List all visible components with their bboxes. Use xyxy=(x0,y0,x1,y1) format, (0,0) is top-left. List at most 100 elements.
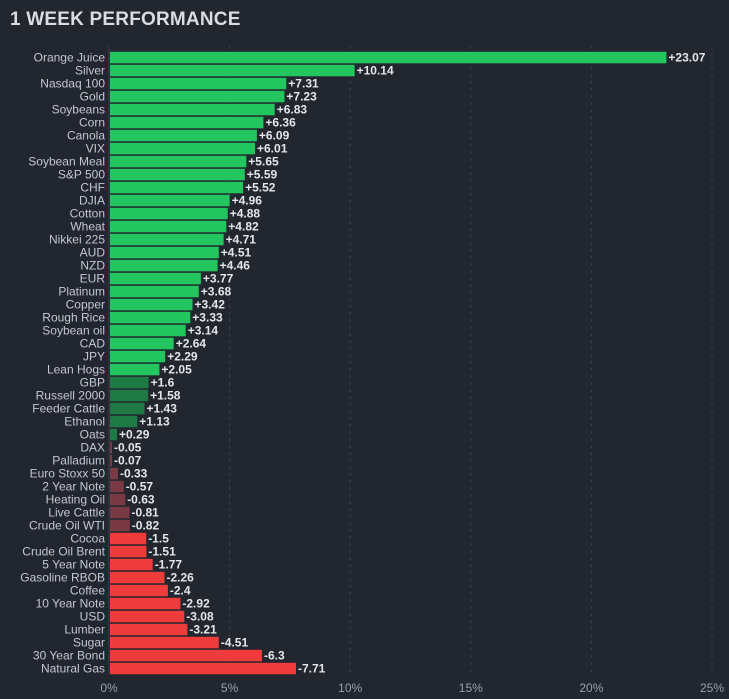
x-tick-label: 5% xyxy=(221,681,239,695)
category-label: Gold xyxy=(80,90,105,104)
bar xyxy=(110,77,287,90)
value-label: -1.77 xyxy=(155,558,183,572)
category-label: Heating Oil xyxy=(46,493,105,507)
value-label: +1.58 xyxy=(150,389,181,403)
bar xyxy=(110,597,181,610)
chart-title: 1 WEEK PERFORMANCE xyxy=(10,9,241,30)
value-label: +7.23 xyxy=(286,90,317,104)
bar xyxy=(110,636,219,649)
category-label: Russell 2000 xyxy=(36,389,106,403)
bar xyxy=(110,480,124,493)
bar xyxy=(110,298,193,311)
bar xyxy=(110,350,166,363)
value-label: -6.3 xyxy=(264,649,285,663)
category-label: DAX xyxy=(80,441,105,455)
bar xyxy=(110,285,199,298)
category-label: AUD xyxy=(80,246,106,260)
value-label: +6.01 xyxy=(257,142,288,156)
bar xyxy=(110,415,138,428)
bar xyxy=(110,259,218,272)
value-label: -1.5 xyxy=(148,532,169,546)
category-label: Orange Juice xyxy=(34,51,106,65)
bar xyxy=(110,116,264,129)
bar xyxy=(110,545,147,558)
bar xyxy=(110,311,191,324)
bar xyxy=(110,558,153,571)
bar xyxy=(110,376,149,389)
value-label: +3.77 xyxy=(203,272,234,286)
value-label: -0.05 xyxy=(114,441,142,455)
category-label: EUR xyxy=(80,272,106,286)
category-label: Lean Hogs xyxy=(47,363,105,377)
category-label: CAD xyxy=(80,337,106,351)
category-label: Feeder Cattle xyxy=(32,402,105,416)
value-label: +1.13 xyxy=(139,415,170,429)
bar xyxy=(110,246,219,259)
value-label: -2.4 xyxy=(170,584,191,598)
bar xyxy=(110,194,230,207)
category-label: Crude Oil Brent xyxy=(22,545,105,559)
value-label: +7.31 xyxy=(288,77,319,91)
category-label: Crude Oil WTI xyxy=(29,519,105,533)
bar xyxy=(110,181,244,194)
category-label: Canola xyxy=(67,129,105,143)
category-label: 5 Year Note xyxy=(42,558,105,572)
value-label: +0.29 xyxy=(119,428,150,442)
bar xyxy=(110,207,228,220)
category-label: Soybean Meal xyxy=(28,155,105,169)
value-label: +5.65 xyxy=(248,155,279,169)
bar xyxy=(110,623,188,636)
bar xyxy=(110,64,355,77)
category-label: GBP xyxy=(80,376,105,390)
value-label: +23.07 xyxy=(668,51,705,65)
bar xyxy=(110,51,667,64)
category-label: Nikkei 225 xyxy=(49,233,105,247)
bar xyxy=(110,337,174,350)
value-label: -7.71 xyxy=(298,662,326,676)
bar xyxy=(110,129,257,142)
x-tick-label: 15% xyxy=(459,681,483,695)
value-label: +1.43 xyxy=(147,402,178,416)
labels: Orange Juice +23.07 Silver +10.14 Nasdaq 100… xyxy=(20,51,705,676)
value-label: +5.52 xyxy=(245,181,276,195)
category-label: Sugar xyxy=(73,636,105,650)
bar xyxy=(110,233,224,246)
category-label: 2 Year Note xyxy=(42,480,105,494)
value-label: +3.14 xyxy=(188,324,219,338)
value-label: -4.51 xyxy=(221,636,249,650)
value-label: -3.21 xyxy=(189,623,217,637)
category-label: Lumber xyxy=(64,623,105,637)
value-label: +5.59 xyxy=(247,168,278,182)
x-tick-label: 0% xyxy=(100,681,118,695)
bar xyxy=(110,649,262,662)
category-label: Palladium xyxy=(52,454,105,468)
category-label: Copper xyxy=(66,298,105,312)
category-label: Natural Gas xyxy=(41,662,105,676)
category-label: Euro Stoxx 50 xyxy=(30,467,106,481)
bar xyxy=(110,155,247,168)
category-label: Cocoa xyxy=(70,532,105,546)
bar xyxy=(110,103,275,116)
category-label: Wheat xyxy=(70,220,105,234)
category-label: S&P 500 xyxy=(58,168,105,182)
value-label: +4.88 xyxy=(230,207,261,221)
bar xyxy=(110,220,227,233)
bar xyxy=(110,506,130,519)
category-label: 10 Year Note xyxy=(36,597,106,611)
bar xyxy=(110,272,201,285)
x-tick-label: 25% xyxy=(700,681,724,695)
value-label: -2.92 xyxy=(182,597,210,611)
bar xyxy=(110,142,255,155)
value-label: +4.96 xyxy=(232,194,263,208)
bar xyxy=(110,428,117,441)
value-label: -1.51 xyxy=(148,545,176,559)
category-label: 30 Year Bond xyxy=(33,649,105,663)
category-label: Gasoline RBOB xyxy=(20,571,105,585)
value-label: +6.36 xyxy=(265,116,296,130)
value-label: +3.42 xyxy=(195,298,226,312)
bar xyxy=(110,402,145,415)
value-label: -0.07 xyxy=(114,454,142,468)
x-tick-label: 20% xyxy=(579,681,603,695)
category-label: DJIA xyxy=(79,194,105,208)
